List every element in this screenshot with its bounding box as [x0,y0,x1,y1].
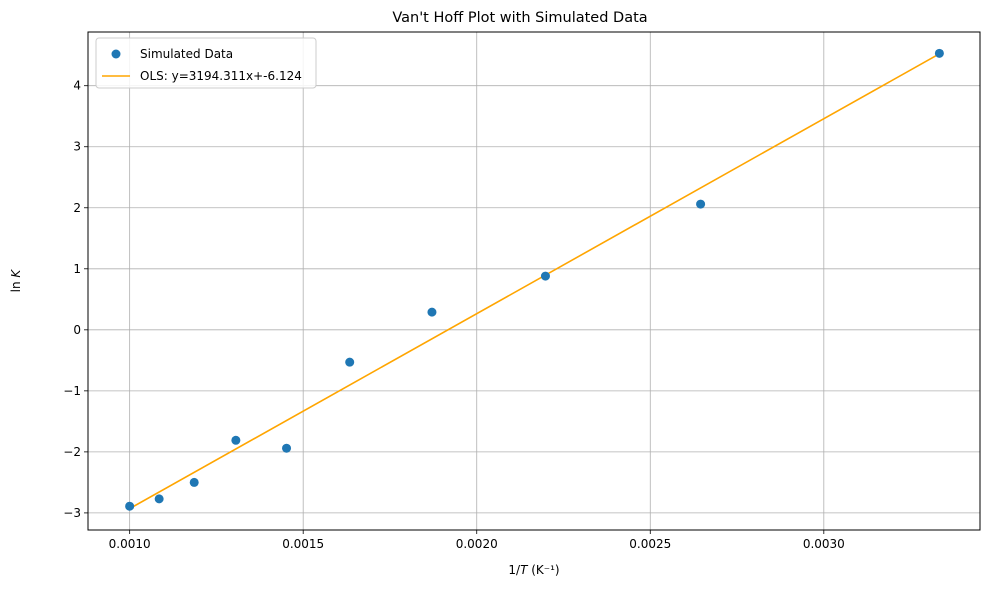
y-tick-label: 0 [73,323,81,337]
data-point [189,477,199,487]
x-tick-label: 0.0010 [109,537,151,551]
x-tick-label: 0.0020 [456,537,498,551]
series-layer [125,48,944,511]
legend-label: Simulated Data [140,47,233,61]
legend-box [95,37,317,89]
x-tick-label: 0.0025 [629,537,671,551]
legend-marker-scatter [111,49,121,59]
data-point [540,271,550,281]
data-point [154,494,164,504]
plot-frame [87,31,981,531]
ols-fit-line [129,53,940,510]
x-axis-label: 1/T (K⁻¹) [508,563,559,577]
x-tick-label: 0.0015 [282,537,324,551]
legend-label: OLS: y=3194.311x+-6.124 [140,69,302,83]
y-tick-label: −3 [63,506,81,520]
y-axis-label: ln K [9,269,23,293]
x-tick-label: 0.0030 [803,537,845,551]
data-point [345,357,355,367]
ticks-layer: 0.0010 0.0015 0.0020 0.0025 0.0030 −3 −2 −1 0 1 2 3… [63,79,845,551]
chart-title: Van't Hoff Plot with Simulated Data [392,10,647,26]
data-point [231,435,241,445]
y-tick-label: 2 [73,201,81,215]
y-tick-label: 1 [73,262,81,276]
y-tick-label: −1 [63,384,81,398]
data-point [696,199,706,209]
data-point [427,307,437,317]
y-tick-label: −2 [63,445,81,459]
grid-layer [88,32,980,530]
legend: Simulated Data OLS: y=3194.311x+-6.124 [95,37,317,89]
data-point [934,48,944,58]
data-point [125,501,135,511]
data-point [282,443,292,453]
y-tick-label: 3 [73,140,81,154]
y-tick-label: 4 [73,79,81,93]
